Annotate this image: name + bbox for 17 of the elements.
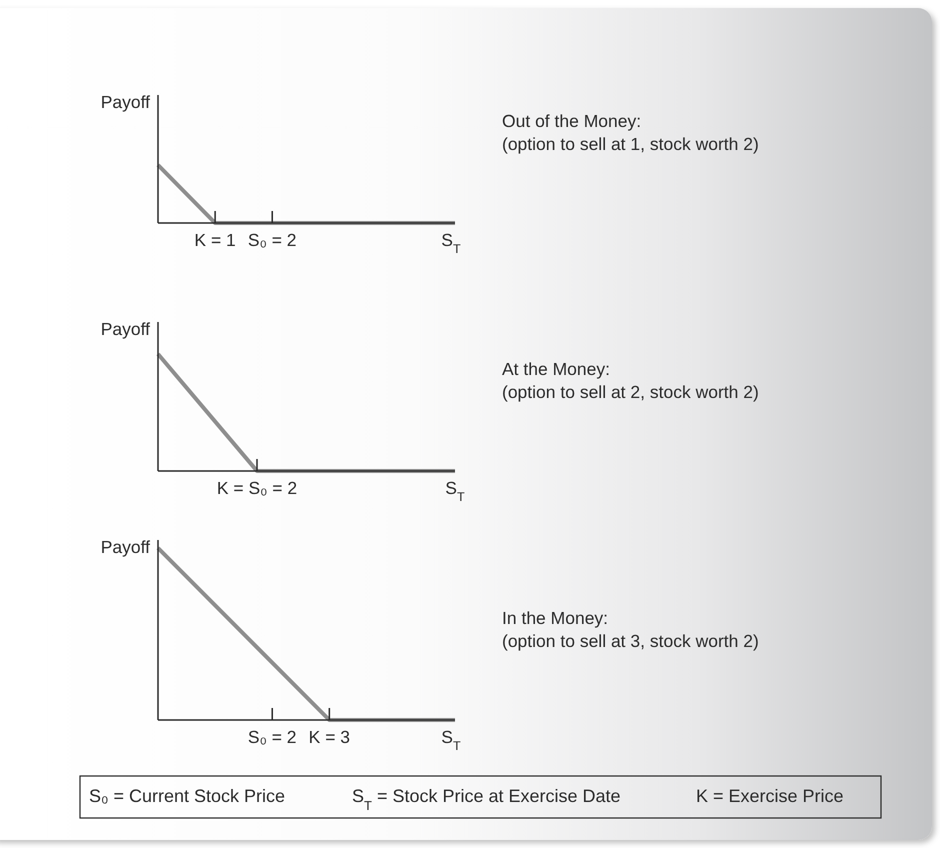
x-tick-label: K = S₀ = 2 [216,478,298,498]
text: At the Money: [502,359,610,379]
y-axis-title: Payoff [100,537,150,557]
text: S₀ = Current Stock Price [89,786,286,806]
text: S$_{T}$ = Stock Price at Exercise Date [352,786,621,812]
text: (option to sell at 1, stock worth 2) [502,134,759,154]
x-tick-label: K = 1 [194,230,236,250]
x-tick-label: S₀ = 2 [248,727,297,747]
y-axis-title: Payoff [100,319,150,339]
text: In the Money: [502,608,608,628]
text: K = Exercise Price [696,786,844,806]
x-tick-label: S₀ = 2 [248,230,297,250]
text: (option to sell at 3, stock worth 2) [502,631,759,651]
text: (option to sell at 2, stock worth 2) [502,382,759,402]
y-axis-title: Payoff [100,92,150,112]
x-tick-label: K = 3 [308,727,350,747]
text: Out of the Money: [502,111,642,131]
